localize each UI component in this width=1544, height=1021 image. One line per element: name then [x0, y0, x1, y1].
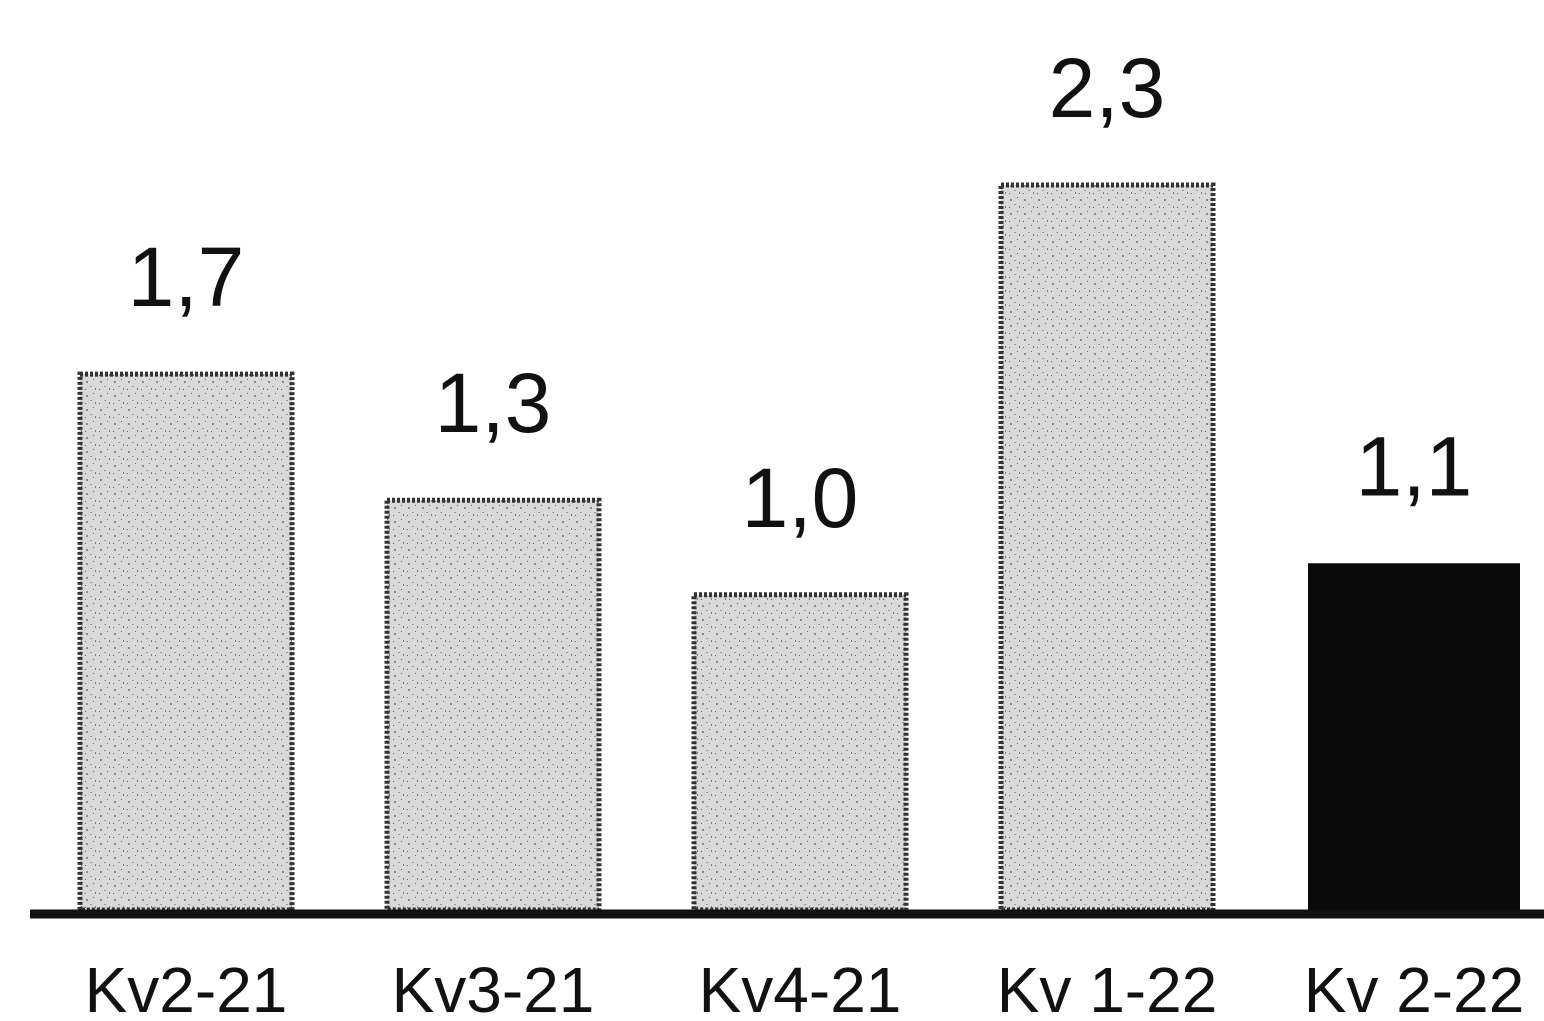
bar-5: [1308, 563, 1520, 910]
category-label-4: Kv 1-22: [997, 954, 1218, 1021]
category-label-3: Kv4-21: [699, 954, 902, 1021]
value-label-3: 1,0: [742, 451, 859, 545]
bar-2: [384, 497, 602, 913]
category-labels-layer: Kv2-21 Kv3-21 Kv4-21 Kv 1-22 Kv 2-22: [85, 954, 1525, 1021]
category-label-2: Kv3-21: [392, 954, 595, 1021]
value-label-2: 1,3: [435, 356, 552, 450]
bar-4: [998, 182, 1216, 913]
value-label-5: 1,1: [1356, 419, 1473, 513]
value-labels-layer: 1,7 1,3 1,0 2,3 1,1: [128, 41, 1473, 545]
bar-3: [691, 592, 909, 913]
category-label-1: Kv2-21: [85, 954, 288, 1021]
value-label-1: 1,7: [128, 230, 245, 324]
bars-layer: [77, 182, 1520, 913]
category-label-5: Kv 2-22: [1304, 954, 1525, 1021]
value-label-4: 2,3: [1049, 41, 1166, 135]
bar-1: [77, 371, 295, 913]
